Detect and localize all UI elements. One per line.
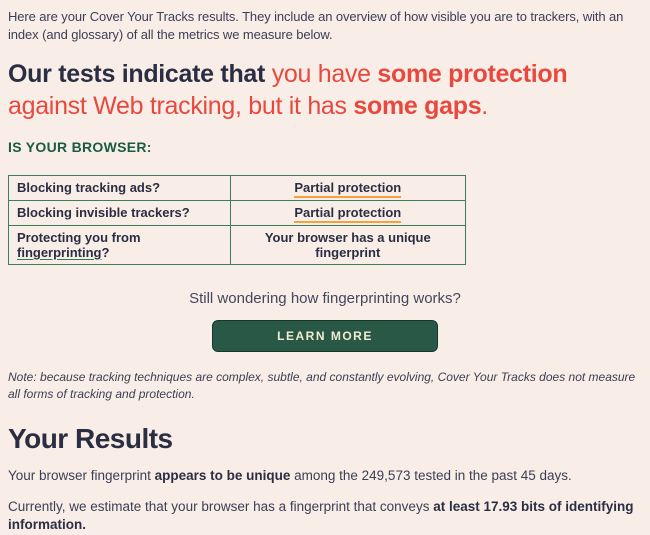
headline-navy-text: Our tests indicate that [8,59,272,88]
headline-line-1: Our tests indicate that you have some pr… [8,58,642,91]
headline-some-gaps: some gaps [353,92,482,121]
table-row-invisible-trackers: Blocking invisible trackers? Partial pro… [8,199,467,226]
results-title: Your Results [8,422,173,454]
table-row-fingerprinting: Protecting you from fingerprinting? Your… [8,224,467,265]
headline-some-protection: some protection [377,59,568,88]
question-cell: Blocking tracking ads? [8,174,231,201]
learn-more-button[interactable]: LEARN MORE [212,319,438,352]
browser-status-table: Blocking tracking ads? Partial protectio… [8,174,467,265]
uniqueness-suffix: among the 249,573 tested in the past 45 … [290,467,572,483]
bits-prefix: Currently, we estimate that your browser… [8,498,434,514]
intro-paragraph: Here are your Cover Your Tracks results.… [8,9,624,43]
answer-cell: Your browser has a unique fingerprint [229,224,467,265]
answer-cell: Partial protection [229,199,467,226]
question-suffix: ? [101,244,110,260]
fingerprinting-prompt: Still wondering how fingerprinting works… [189,289,461,307]
identifying-bits-text: Currently, we estimate that your browser… [8,498,642,535]
question-prefix: Protecting you from [17,229,141,245]
browser-section-heading: IS YOUR BROWSER: [8,138,152,155]
uniqueness-prefix: Your browser fingerprint [8,467,155,483]
headline-red-text: you have [271,59,378,88]
test-results-headline: Our tests indicate that you have some pr… [8,58,642,123]
fingerprinting-link[interactable]: fingerprinting [17,244,102,260]
table-row-tracking-ads: Blocking tracking ads? Partial protectio… [8,174,467,201]
headline-line-2: against Web tracking, but it has some ga… [8,90,642,123]
headline-red-text-2: against Web tracking, but it has [8,92,354,121]
answer-cell: Partial protection [229,174,467,201]
question-cell: Protecting you from fingerprinting? [8,224,231,265]
headline-period: . [481,92,488,121]
partial-protection-link[interactable]: Partial protection [294,205,402,224]
appears-unique-text: appears to be unique [154,467,291,483]
fingerprint-uniqueness-text: Your browser fingerprint appears to be u… [8,467,642,486]
note-text: Note: because tracking techniques are co… [8,369,636,402]
question-cell: Blocking invisible trackers? [8,199,231,226]
partial-protection-link[interactable]: Partial protection [294,180,402,199]
